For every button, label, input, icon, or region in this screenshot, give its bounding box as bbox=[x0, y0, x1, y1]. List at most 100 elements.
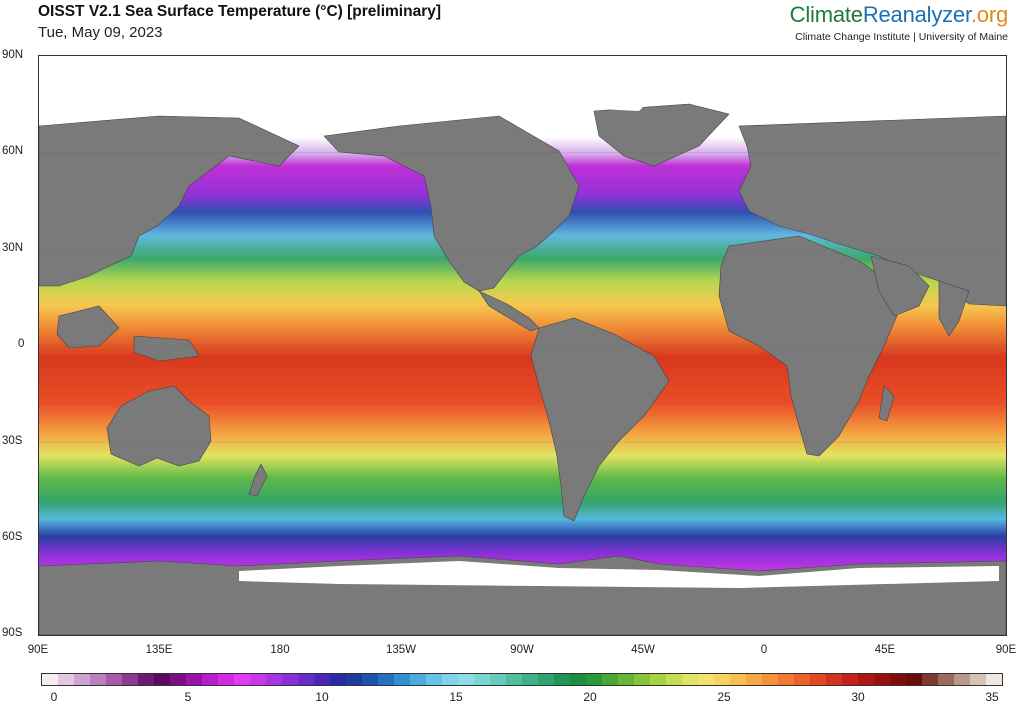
colorbar-swatch bbox=[970, 674, 986, 685]
land-madagascar bbox=[878, 385, 895, 422]
colorbar-swatch bbox=[522, 674, 538, 685]
colorbar-swatch bbox=[138, 674, 154, 685]
graticule bbox=[39, 152, 1006, 539]
colorbar bbox=[41, 673, 1003, 686]
lon-label-180: 180 bbox=[270, 644, 290, 656]
land-central-america bbox=[478, 290, 540, 332]
lon-label-45w: 45W bbox=[631, 644, 655, 656]
brand-logo-part3: .org bbox=[970, 2, 1008, 27]
colorbar-tick-5: 5 bbox=[184, 690, 192, 704]
colorbar-swatch bbox=[730, 674, 746, 685]
colorbar-swatch bbox=[778, 674, 794, 685]
colorbar-swatch bbox=[234, 674, 250, 685]
arctic-sea-ice bbox=[429, 76, 659, 111]
land-new-zealand bbox=[248, 463, 268, 497]
colorbar-swatch bbox=[682, 674, 698, 685]
sst-map bbox=[38, 55, 1007, 636]
colorbar-swatch bbox=[922, 674, 938, 685]
lat-label-60n: 60N bbox=[2, 145, 24, 157]
colorbar-swatch bbox=[490, 674, 506, 685]
colorbar-swatch bbox=[714, 674, 730, 685]
colorbar-swatch bbox=[90, 674, 106, 685]
chart-title: OISST V2.1 Sea Surface Temperature (°C) … bbox=[38, 3, 442, 20]
land-south-america bbox=[530, 317, 670, 522]
brand-logo[interactable]: ClimateReanalyzer.org bbox=[789, 2, 1009, 28]
land-greenland bbox=[593, 103, 730, 167]
colorbar-swatch bbox=[186, 674, 202, 685]
colorbar-swatch bbox=[986, 674, 1002, 685]
colorbar-swatch bbox=[282, 674, 298, 685]
land-arabia bbox=[870, 255, 930, 317]
colorbar-swatch bbox=[250, 674, 266, 685]
colorbar-swatch bbox=[58, 674, 74, 685]
colorbar-swatch bbox=[762, 674, 778, 685]
colorbar-swatch bbox=[554, 674, 570, 685]
colorbar-swatch bbox=[602, 674, 618, 685]
colorbar-tick-35: 35 bbox=[985, 690, 999, 704]
colorbar-swatch bbox=[106, 674, 122, 685]
colorbar-swatch bbox=[586, 674, 602, 685]
land-australia bbox=[106, 385, 212, 467]
colorbar-swatch bbox=[474, 674, 490, 685]
colorbar-tick-25: 25 bbox=[717, 690, 731, 704]
colorbar-swatch bbox=[122, 674, 138, 685]
colorbar-tick-20: 20 bbox=[583, 690, 597, 704]
colorbar-swatch bbox=[154, 674, 170, 685]
colorbar-swatch bbox=[858, 674, 874, 685]
colorbar-tick-0: 0 bbox=[50, 690, 58, 704]
colorbar-tick-30: 30 bbox=[851, 690, 865, 704]
colorbar-swatch bbox=[266, 674, 282, 685]
colorbar-swatch bbox=[954, 674, 970, 685]
brand-logo-part1: Climate bbox=[789, 2, 863, 27]
lat-label-90s: 90S bbox=[2, 627, 23, 639]
colorbar-swatch bbox=[538, 674, 554, 685]
colorbar-swatch bbox=[74, 674, 90, 685]
land-north-america bbox=[323, 115, 580, 292]
colorbar-swatch bbox=[698, 674, 714, 685]
colorbar-swatch bbox=[202, 674, 218, 685]
lon-label-90e-right: 90E bbox=[995, 644, 1017, 656]
colorbar-swatch bbox=[314, 674, 330, 685]
antarctic-sea-ice bbox=[239, 561, 999, 588]
colorbar-swatch bbox=[506, 674, 522, 685]
colorbar-swatch bbox=[442, 674, 458, 685]
colorbar-swatch bbox=[378, 674, 394, 685]
colorbar-swatch bbox=[810, 674, 826, 685]
colorbar-swatch bbox=[666, 674, 682, 685]
colorbar-swatch bbox=[650, 674, 666, 685]
sst-map-svg bbox=[39, 56, 1006, 635]
brand-subtitle: Climate Change Institute | University of… bbox=[795, 31, 1008, 43]
colorbar-swatch bbox=[410, 674, 426, 685]
brand-logo-part2: Reanalyzer bbox=[862, 2, 971, 27]
lon-label-45e: 45E bbox=[874, 644, 896, 656]
lon-label-90w: 90W bbox=[510, 644, 534, 656]
colorbar-swatch bbox=[874, 674, 890, 685]
lat-label-90n: 90N bbox=[2, 49, 24, 61]
lat-label-0: 0 bbox=[18, 338, 25, 350]
land-asia bbox=[39, 115, 300, 287]
colorbar-swatch bbox=[170, 674, 186, 685]
lat-label-60s: 60S bbox=[2, 531, 23, 543]
sea-ice bbox=[239, 76, 999, 588]
colorbar-swatch bbox=[826, 674, 842, 685]
colorbar-tick-15: 15 bbox=[449, 690, 463, 704]
colorbar-swatch bbox=[842, 674, 858, 685]
colorbar-swatch bbox=[458, 674, 474, 685]
lat-label-30n: 30N bbox=[2, 242, 24, 254]
colorbar-swatch bbox=[218, 674, 234, 685]
lon-label-135w: 135W bbox=[385, 644, 417, 656]
colorbar-swatch bbox=[906, 674, 922, 685]
land-maritime-continent bbox=[56, 305, 200, 362]
colorbar-swatch bbox=[794, 674, 810, 685]
colorbar-swatch bbox=[634, 674, 650, 685]
colorbar-swatch bbox=[426, 674, 442, 685]
colorbar-swatch bbox=[362, 674, 378, 685]
lon-label-90e-left: 90E bbox=[27, 644, 49, 656]
colorbar-swatch bbox=[346, 674, 362, 685]
colorbar-swatch bbox=[938, 674, 954, 685]
lon-label-135e: 135E bbox=[145, 644, 173, 656]
lon-label-0: 0 bbox=[760, 644, 768, 656]
colorbar-tick-10: 10 bbox=[315, 690, 329, 704]
colorbar-swatch bbox=[618, 674, 634, 685]
colorbar-swatch bbox=[394, 674, 410, 685]
